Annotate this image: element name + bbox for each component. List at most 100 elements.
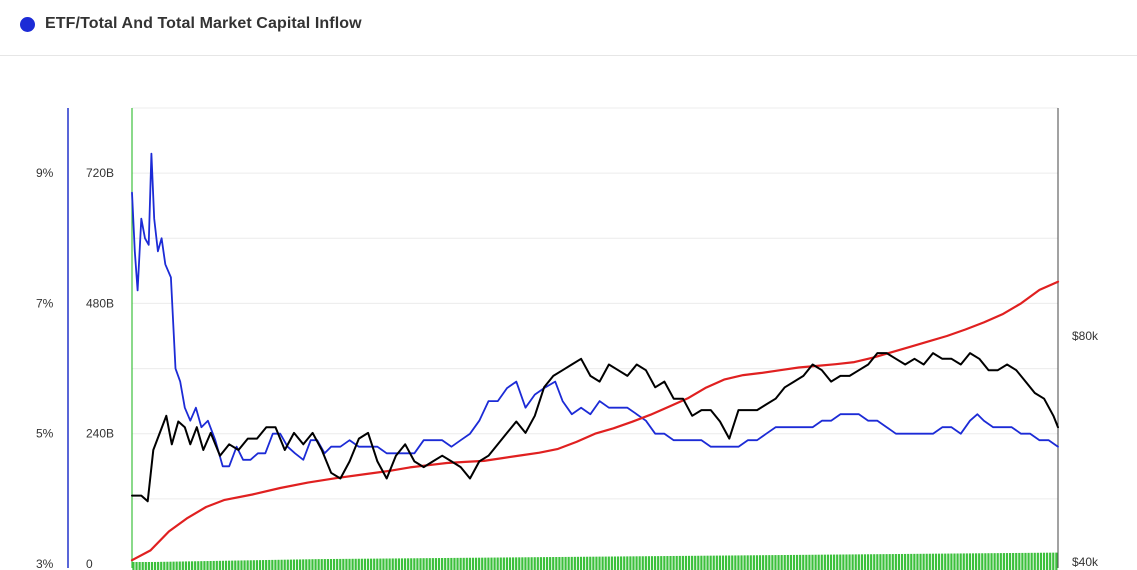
inflow-bar	[181, 561, 184, 570]
inflow-bar	[749, 555, 752, 570]
inflow-bar	[888, 554, 891, 570]
inflow-bar	[987, 553, 990, 570]
inflow-bar	[295, 559, 299, 570]
inflow-bar	[289, 559, 292, 570]
inflow-bar	[512, 557, 515, 570]
inflow-bar	[221, 560, 225, 570]
inflow-bar	[261, 560, 265, 570]
price-tick-label: $80k	[1072, 329, 1099, 343]
inflow-bar	[175, 561, 178, 570]
inflow-bar	[771, 555, 774, 570]
inflow-bar	[567, 556, 570, 570]
inflow-bar	[860, 554, 863, 570]
inflow-bar	[650, 556, 654, 570]
inflow-bar	[388, 558, 391, 570]
inflow-bar	[592, 556, 595, 570]
inflow-bar	[811, 554, 814, 570]
inflow-bar	[141, 562, 144, 570]
inflow-bar	[721, 555, 725, 570]
inflow-bar	[576, 556, 580, 570]
inflow-bar	[595, 556, 598, 570]
inflow-bar	[657, 556, 660, 570]
ratio-line	[131, 152, 1059, 468]
inflow-bar	[518, 557, 521, 570]
inflow-bar	[397, 558, 400, 570]
pct-tick-label: 7%	[36, 296, 54, 310]
inflow-bar	[669, 556, 672, 570]
inflow-bar	[882, 554, 885, 570]
inflow-bar	[474, 557, 478, 570]
inflow-bar	[184, 561, 188, 570]
inflow-bar	[833, 554, 836, 570]
inflow-bar	[194, 561, 197, 570]
inflow-bar	[863, 554, 867, 570]
inflow-bar	[900, 553, 904, 570]
inflow-bar	[231, 560, 234, 570]
inflow-bar	[255, 560, 259, 570]
inflow-bar	[786, 554, 789, 570]
inflow-bar	[866, 554, 870, 570]
inflow-bar	[1027, 552, 1030, 570]
inflow-bar	[382, 558, 385, 570]
inflow-bar	[218, 560, 221, 570]
inflow-bar	[777, 555, 780, 570]
inflow-bar	[138, 562, 141, 570]
inflow-bar	[885, 554, 888, 570]
inflow-bar	[515, 557, 518, 570]
inflow-bar	[851, 554, 854, 570]
inflow-bar	[132, 562, 135, 570]
inflow-bar	[879, 554, 882, 570]
inflow-bar	[329, 558, 333, 570]
price-line	[131, 352, 1059, 503]
inflow-bar	[768, 555, 771, 570]
inflow-bar	[441, 558, 444, 570]
pct-tick-label: 9%	[36, 166, 54, 180]
inflow-bar	[484, 557, 487, 570]
inflow-bar	[280, 559, 283, 570]
inflow-bar	[357, 558, 360, 570]
inflow-bar	[604, 556, 607, 570]
inflow-bar	[215, 560, 218, 570]
inflow-bar	[1024, 552, 1027, 570]
inflow-bar	[527, 557, 530, 570]
inflow-bar	[391, 558, 394, 570]
usd-tick-label: 720B	[86, 166, 114, 180]
inflow-bar	[1002, 553, 1005, 570]
inflow-bar	[950, 553, 953, 570]
inflow-bar	[530, 557, 533, 570]
inflow-bar	[403, 558, 407, 570]
inflow-bar	[1033, 552, 1036, 570]
inflow-bar	[718, 555, 722, 570]
inflow-bar	[981, 553, 984, 570]
inflow-bar	[249, 560, 252, 570]
inflow-bar	[549, 557, 552, 570]
inflow-bar	[1052, 552, 1055, 570]
inflow-bar	[647, 556, 651, 570]
inflow-bar	[268, 559, 271, 570]
inflow-bar	[224, 560, 228, 570]
inflow-bar	[373, 558, 376, 570]
inflow-bar	[623, 556, 626, 570]
inflow-bar	[731, 555, 734, 570]
inflow-bar	[428, 558, 431, 570]
inflow-bar	[694, 555, 697, 570]
inflow-bar	[947, 553, 950, 570]
inflow-bar	[709, 555, 712, 570]
inflow-bar	[468, 557, 471, 570]
inflow-bar	[817, 554, 820, 570]
inflow-bar	[706, 555, 709, 570]
inflow-bar	[873, 554, 876, 570]
legend-dot[interactable]	[20, 17, 35, 32]
inflow-bar	[632, 556, 635, 570]
inflow-bar	[774, 555, 777, 570]
inflow-bar	[471, 557, 475, 570]
inflow-bar	[601, 556, 604, 570]
inflow-bar	[481, 557, 484, 570]
inflow-bar	[697, 555, 700, 570]
inflow-bar	[684, 555, 688, 570]
inflow-bar	[564, 556, 567, 570]
inflow-bar	[311, 559, 314, 570]
inflow-bar	[237, 560, 240, 570]
inflow-bar	[802, 554, 805, 570]
